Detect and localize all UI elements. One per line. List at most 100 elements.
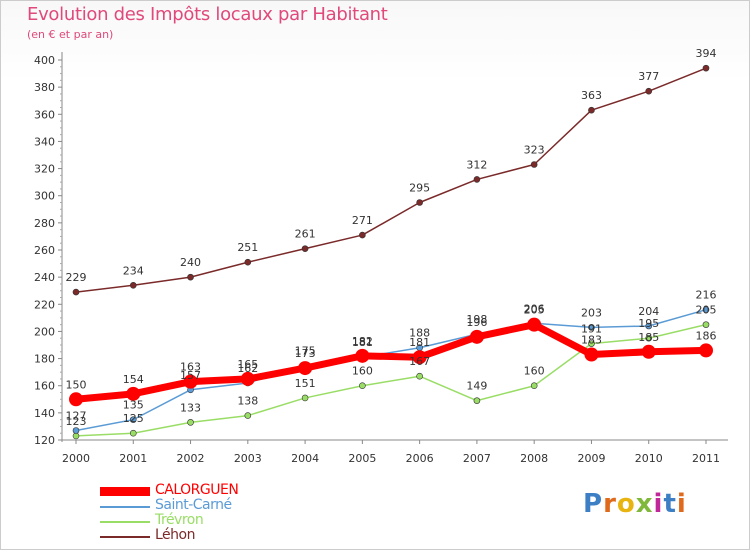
data-label: 205 [524,304,545,317]
y-tick-label: 140 [34,407,55,420]
data-label: 203 [581,306,602,319]
x-tick-label: 2002 [177,452,205,465]
data-point [72,288,80,296]
y-tick-label: 280 [34,217,55,230]
data-label: 323 [524,144,545,157]
data-label: 160 [524,365,545,378]
data-point [72,427,80,434]
data-label: 154 [123,373,144,386]
series-line-2 [75,323,707,437]
y-tick-label: 340 [34,135,55,148]
data-point [469,329,484,344]
data-point [298,361,313,376]
data-point [416,372,423,380]
data-point [129,281,137,289]
data-label: 157 [180,369,201,382]
x-tick-label: 2010 [635,452,663,465]
data-label: 167 [409,355,430,368]
data-point [641,344,656,359]
data-label: 186 [696,329,717,342]
legend-swatch [100,536,150,538]
data-label: 394 [696,47,717,60]
logo-letter: i [676,489,687,519]
data-label: 377 [638,70,659,83]
data-point [301,245,309,252]
data-point [588,340,595,347]
data-point [588,324,595,331]
data-point [187,273,194,281]
y-tick-label: 180 [34,353,55,366]
x-tick-label: 2005 [348,452,376,465]
proxiti-logo: Proxiti [583,489,687,519]
data-label: 312 [466,158,487,171]
data-point [645,334,653,342]
data-point [584,347,599,362]
legend-swatch [100,487,150,496]
x-tick-label: 2000 [62,452,90,465]
legend-label: Trévron [155,512,204,528]
data-point [187,419,194,426]
logo-letter: x [635,489,654,519]
data-label: 205 [696,304,717,317]
chart-title: Evolution des Impôts locaux par Habitant [27,4,388,25]
data-point [530,161,538,168]
y-tick-label: 380 [34,81,55,94]
data-point [416,199,423,206]
data-label: 150 [66,378,87,391]
data-label: 240 [180,256,201,269]
data-label: 162 [237,362,258,375]
data-label: 191 [581,323,602,336]
data-label: 183 [581,334,602,347]
data-label: 198 [466,313,487,326]
y-tick-label: 260 [34,244,55,257]
x-tick-label: 2006 [406,452,434,465]
data-label: 363 [581,89,602,102]
data-point [645,322,653,330]
data-label: 251 [237,241,258,254]
data-point [527,317,542,332]
data-point [72,432,80,440]
series-line-3 [75,67,707,293]
data-point [588,106,595,114]
data-label: 173 [295,347,316,360]
x-tick-label: 2001 [119,452,147,465]
y-tick-label: 320 [34,163,55,176]
data-label: 216 [696,289,717,302]
logo-letter: i [653,489,664,519]
data-point [702,306,710,314]
data-label: 196 [466,316,487,329]
data-label: 133 [180,401,201,414]
logo-letter: o [616,489,636,519]
data-label: 149 [466,380,487,393]
data-label: 182 [352,335,373,348]
x-tick-label: 2004 [291,452,319,465]
x-tick-label: 2011 [692,452,720,465]
data-point [244,412,252,419]
data-label: 163 [180,361,201,374]
data-label: 165 [237,358,258,371]
data-point [129,429,137,437]
data-point [69,392,83,407]
y-tick-label: 400 [34,54,55,67]
data-point [412,350,427,365]
data-label: 135 [123,399,144,412]
legend-label: Léhon [155,527,195,543]
y-tick-label: 160 [34,380,55,393]
logo-letter: r [603,489,617,519]
legend-label: Saint-Carné [155,497,232,513]
data-point [702,64,710,72]
logo-letter: t [663,489,677,519]
legend-swatch [100,506,150,508]
data-point [359,231,366,239]
data-point [126,386,141,401]
data-label: 151 [295,377,316,390]
x-tick-label: 2003 [234,452,262,465]
data-point [702,321,710,328]
data-point [240,371,255,386]
data-label: 229 [66,271,87,284]
data-label: 271 [352,214,373,227]
x-tick-label: 2009 [577,452,605,465]
data-label: 181 [409,336,430,349]
